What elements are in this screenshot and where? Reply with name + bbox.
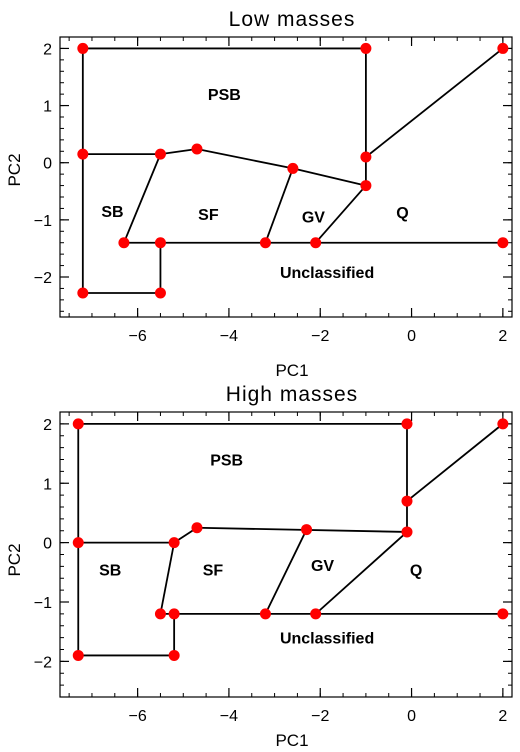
region-label: PSB (210, 452, 243, 469)
plot-frame (59, 411, 513, 698)
data-point (310, 608, 322, 620)
data-point (154, 608, 166, 620)
boundary-line (365, 47, 504, 158)
boundary-line (159, 542, 176, 615)
data-point (497, 237, 509, 249)
y-tick-label: −1 (34, 213, 52, 230)
region-label: GV (311, 558, 334, 575)
data-point (118, 237, 130, 249)
panel-high-masses: High masses PC1 PC2 −6 −4 −2 0 2 −2 −1 0 1 2 PSB SB… (5, 383, 513, 750)
y-axis-label: PC2 (5, 543, 24, 576)
boundary-line (264, 529, 308, 615)
boundary-line (315, 531, 408, 615)
boundary-line (196, 148, 294, 170)
x-tick-label: −6 (128, 328, 146, 345)
x-tick-label: −6 (128, 708, 146, 725)
y-tick-label: 1 (43, 476, 52, 493)
panel-title: High masses (226, 383, 358, 406)
x-axis-label: PC1 (275, 731, 308, 750)
data-point (154, 237, 166, 249)
region-label: GV (302, 210, 325, 227)
y-tick-label: −2 (34, 654, 52, 671)
y-tick-label: −1 (34, 595, 52, 612)
y-axis-label: PC2 (5, 153, 24, 186)
plot-area: −6 −4 −2 0 2 −2 −1 0 1 2 PSB SB SF GV Q Unclassified (34, 411, 513, 725)
y-tick-label: 0 (43, 536, 52, 553)
region-label: PSB (208, 87, 241, 104)
x-tick-label: 0 (407, 708, 416, 725)
data-point (401, 526, 413, 538)
y-tick-label: 0 (43, 156, 52, 173)
data-point (168, 649, 180, 661)
data-point (259, 608, 271, 620)
data-point (497, 608, 509, 620)
region-label: SF (203, 562, 224, 579)
region-label: SB (99, 562, 121, 579)
panel-title: Low masses (229, 8, 356, 31)
x-tick-label: 2 (498, 328, 507, 345)
x-axis-label: PC1 (275, 361, 308, 380)
boundary-line (406, 423, 504, 502)
boundary-line (123, 153, 162, 244)
boundary-line (160, 148, 198, 156)
y-tick-label: 2 (43, 41, 52, 58)
data-point (401, 418, 413, 430)
region-label: Q (396, 205, 408, 222)
region-label: Q (410, 562, 422, 579)
data-point (77, 148, 89, 160)
plot-frame (59, 36, 513, 318)
data-point (191, 522, 203, 534)
data-point (77, 42, 89, 54)
y-tick-label: 1 (43, 99, 52, 116)
data-point (72, 537, 84, 549)
boundary-line (292, 167, 367, 187)
data-point (154, 148, 166, 160)
data-point (310, 237, 322, 249)
x-tick-label: 2 (498, 708, 507, 725)
panel-low-masses: Low masses PC1 PC2 −6 −4 −2 0 2 −2 −1 0 1 2 PSB SB S… (5, 8, 513, 380)
x-tick-label: −2 (311, 708, 329, 725)
plot-area: −6 −4 −2 0 2 −2 −1 0 1 2 PSB SB SF GV Q Unclassified (34, 36, 513, 345)
region-label: SF (198, 207, 219, 224)
data-point (77, 287, 89, 299)
data-point (154, 287, 166, 299)
data-point (497, 418, 509, 430)
data-point (360, 180, 372, 192)
x-tick-label: −4 (220, 328, 238, 345)
region-label: SB (101, 204, 123, 221)
data-point (72, 418, 84, 430)
data-point (191, 143, 203, 155)
data-point (497, 42, 509, 54)
region-label: Unclassified (280, 265, 374, 282)
data-point (360, 151, 372, 163)
data-point (72, 649, 84, 661)
x-tick-label: 0 (407, 328, 416, 345)
y-tick-label: −2 (34, 270, 52, 287)
data-point (401, 495, 413, 507)
data-point (168, 537, 180, 549)
x-tick-label: −2 (311, 328, 329, 345)
data-point (259, 237, 271, 249)
x-tick-label: −4 (220, 708, 238, 725)
boundary-line (315, 184, 367, 244)
data-point (287, 162, 299, 174)
y-tick-label: 2 (43, 417, 52, 434)
data-point (168, 608, 180, 620)
data-point (301, 524, 313, 536)
data-point (360, 42, 372, 54)
region-label: Unclassified (280, 631, 374, 648)
boundary-line (264, 168, 294, 244)
